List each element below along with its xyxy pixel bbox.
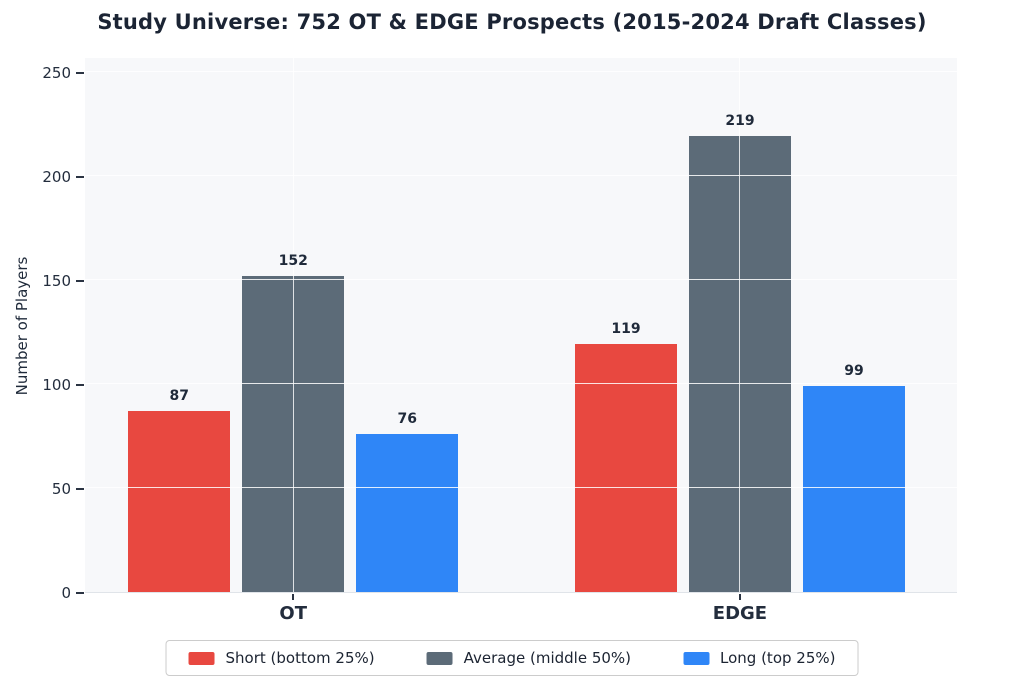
bar-value-label: 119 <box>611 321 641 338</box>
plot-area: 87 152 76 119 219 99 <box>85 58 957 593</box>
x-tick-label: EDGE <box>712 603 768 624</box>
gridline-horizontal <box>85 174 957 176</box>
y-axis: 0 50 100 150 200 250 <box>0 58 85 602</box>
y-tick-label: 250 <box>42 63 71 82</box>
x-axis: OT EDGE <box>85 593 957 635</box>
y-tick-mark <box>76 487 84 490</box>
bar-value-label: 76 <box>397 410 417 427</box>
legend-item: Average (middle 50%) <box>426 649 632 667</box>
y-tick-label: 0 <box>61 584 71 602</box>
legend-item: Long (top 25%) <box>683 649 835 667</box>
gridline-horizontal <box>85 486 957 488</box>
bar-value-label: 87 <box>169 387 189 404</box>
legend: Short (bottom 25%) Average (middle 50%) Lo… <box>165 640 859 676</box>
y-tick-mark <box>76 279 84 282</box>
x-tick-mark <box>738 594 741 600</box>
bar-value-label: 219 <box>725 113 755 130</box>
y-tick-label: 200 <box>42 167 71 186</box>
x-tick-mark <box>292 594 295 600</box>
legend-label: Average (middle 50%) <box>463 649 632 667</box>
y-tick-label: 100 <box>42 375 71 394</box>
bar-edge-0 <box>574 344 677 592</box>
bar-value-label: 152 <box>278 252 308 269</box>
gridline-vertical <box>739 58 741 592</box>
legend-swatch <box>426 651 453 665</box>
y-tick-mark <box>76 592 84 594</box>
x-tick-label: OT <box>279 603 308 624</box>
y-tick-mark <box>76 175 84 178</box>
bar-edge-2 <box>802 385 905 592</box>
gridline-horizontal <box>85 382 957 384</box>
y-tick-label: 150 <box>42 271 71 290</box>
legend-swatch <box>683 651 710 665</box>
legend-swatch <box>188 651 215 665</box>
bar-ot-2 <box>356 433 459 592</box>
y-tick-mark <box>76 71 84 74</box>
bar-value-label: 99 <box>844 362 864 379</box>
y-tick-mark <box>76 383 84 386</box>
bar-ot-0 <box>128 410 231 592</box>
y-tick-label: 50 <box>51 479 71 498</box>
chart-title: Study Universe: 752 OT & EDGE Prospects … <box>97 10 927 34</box>
gridline-horizontal <box>85 70 957 72</box>
gridline-vertical <box>292 58 294 592</box>
legend-label: Long (top 25%) <box>720 649 836 667</box>
legend-label: Short (bottom 25%) <box>225 649 375 667</box>
gridline-horizontal <box>85 278 957 280</box>
legend-item: Short (bottom 25%) <box>188 649 375 667</box>
